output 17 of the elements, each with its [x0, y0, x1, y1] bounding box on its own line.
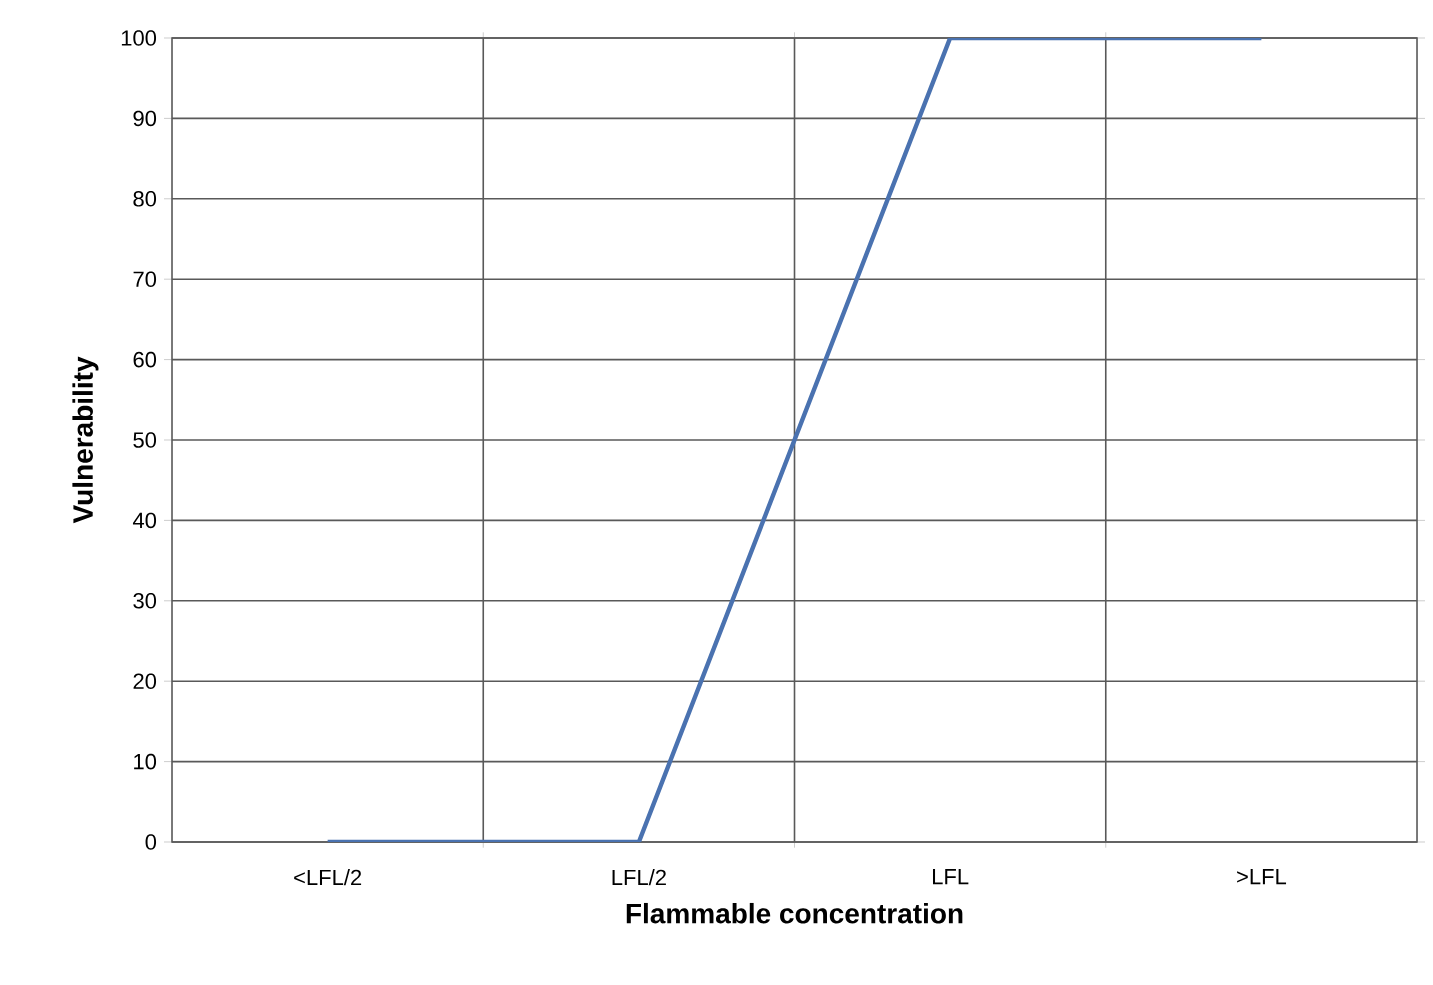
x-tick-label: <LFL/2 — [294, 869, 362, 886]
x-axis-title: Flammable concentration — [626, 902, 963, 924]
y-tick-label: 0 — [145, 834, 157, 850]
y-axis-title: Vulnerability — [72, 356, 99, 524]
y-tick-label: 20 — [133, 673, 157, 689]
x-tick-label: LFL/2 — [612, 869, 666, 886]
y-tick-label: 60 — [133, 351, 157, 368]
y-tick-label: 90 — [133, 110, 157, 127]
y-tick-label: 40 — [132, 512, 157, 529]
y-tick-label: 50 — [133, 432, 157, 448]
y-tick-label: 10 — [134, 753, 157, 770]
x-tick-label: LFL — [933, 869, 969, 885]
y-tick-label: 80 — [133, 191, 157, 207]
y-tick-label: 70 — [133, 271, 157, 287]
y-tick-label: 100 — [121, 30, 157, 46]
x-tick-label: >LFL — [1237, 869, 1287, 885]
y-tick-label: 30 — [133, 593, 157, 609]
